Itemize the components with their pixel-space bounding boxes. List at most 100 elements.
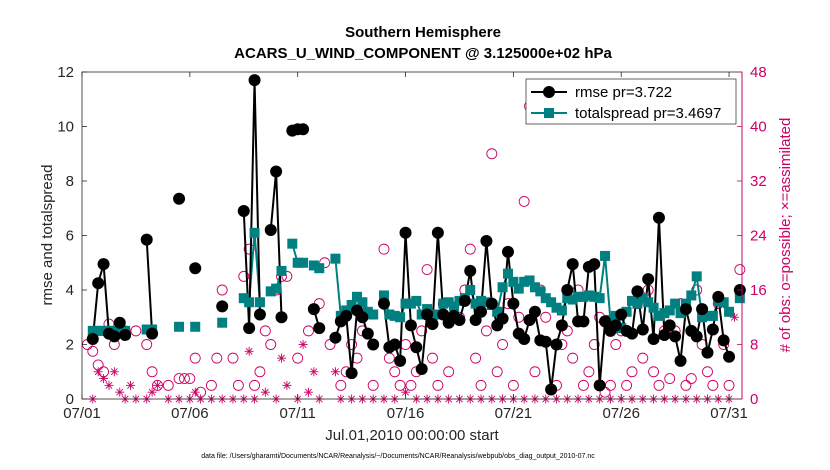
obs-possible-point [205,379,217,391]
y-left-tick-label: 10 [57,119,74,136]
totalspread-point [600,250,611,261]
obs-possible-point [189,352,201,364]
x-axis-label: Jul.01,2010 00:00:00 start [325,427,499,444]
totalspread-point [174,321,185,332]
totalspread-point [352,291,362,302]
legend-box [525,78,737,125]
totalspread-point [702,310,713,321]
rmse-point [313,322,326,335]
totalspread-point [98,325,109,336]
obs-possible-point [130,325,142,337]
rmse-point [410,341,423,354]
y-right-tick-label: 8 [750,337,758,354]
rmse-point [297,123,310,136]
obs-possible-point [259,325,271,337]
y-right-tick-label: 24 [750,228,767,245]
obs-possible-point [87,345,99,357]
totalspread-point [389,310,400,321]
rmse-point [86,333,99,346]
totalspread-point [395,312,406,323]
chart-title-line1: Southern Hemisphere [345,24,501,41]
totalspread-point [298,257,309,268]
totalspread-point [249,227,260,238]
rmse-point [701,346,714,359]
axis-layer: 07/01 07/06 07/11 07/16 07/21 07/26 07/3102468… [57,64,766,422]
totalspread-point [556,305,567,316]
obs-assimilated-point [282,380,292,390]
rmse-point [399,226,412,239]
obs-possible-point [540,311,552,323]
obs-possible-point [578,379,589,391]
legend-rmse-marker [543,86,555,98]
obs-assimilated-point [115,387,125,397]
obs-possible-point [491,366,503,378]
totalspread-point [697,312,708,323]
rmse-point [216,300,229,313]
obs-possible-point [637,352,649,364]
totalspread-point [497,282,508,293]
totalspread-point [686,290,697,301]
rmse-point [717,334,730,347]
totalspread-point [114,325,125,336]
rmse-point [609,319,622,332]
obs-possible-point [146,366,158,378]
totalspread-point [567,294,578,305]
obs-possible-point [254,366,266,378]
rmse-point [588,258,601,271]
totalspread-point [276,265,287,276]
obs-possible-point [723,379,735,391]
obs-possible-point [567,352,579,364]
obs-possible-point [427,352,438,364]
totalspread-point [513,283,524,294]
rmse-point [593,379,606,392]
rmse-point [394,354,407,367]
totalspread-point [734,293,745,304]
obs-possible-point [367,379,379,391]
obs-possible-point [518,195,530,207]
rmse-point [480,234,493,247]
rmse-point [561,284,574,296]
obs-possible-point [281,270,293,282]
rmse-point [421,308,434,321]
obs-assimilated-point [104,380,114,390]
obs-assimilated-point [147,387,157,397]
obs-possible-point [583,366,595,378]
totalspread-point [346,299,357,310]
totalspread-point [411,295,422,306]
rmse-point [555,319,568,332]
totalspread-point [443,297,454,308]
totalspread-point [632,298,643,309]
y-left-tick-label: 12 [57,64,74,81]
totalspread-point [190,321,201,332]
totalspread-point [583,290,594,301]
x-tick-label: 07/06 [171,405,209,422]
obs-possible-point [211,352,223,364]
totalspread-point [314,263,325,274]
obs-possible-point [734,264,746,276]
rmse-point [652,211,665,224]
y-left-tick-label: 8 [66,173,74,190]
totalspread-point [540,293,551,304]
obs-possible-point [179,373,190,385]
totalspread-point [141,324,152,335]
totalspread-point [87,325,98,336]
obs-possible-point [249,379,260,391]
obs-assimilated-point [260,387,270,397]
totalspread-point [529,282,540,293]
rmse-point [275,311,288,324]
legend-spread-label: totalspread pr=3.4697 [575,105,721,122]
obs-possible-point [389,366,401,378]
totalspread-point [562,293,573,304]
totalspread-point [287,238,298,249]
obs-assimilated-point [309,367,319,377]
totalspread-point [621,306,632,317]
totalspread-point [508,276,519,287]
totalspread-point [384,309,395,320]
x-tick-label: 07/01 [63,405,101,422]
rmse-point [270,165,283,178]
totalspread-point [664,305,675,316]
obs-possible-point [335,379,347,391]
rmse-point [415,363,428,376]
obs-possible-point [685,373,697,385]
obs-possible-point [588,339,600,350]
